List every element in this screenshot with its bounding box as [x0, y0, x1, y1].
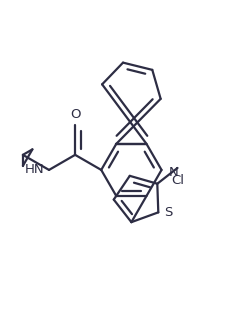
Text: S: S [164, 206, 173, 219]
Text: O: O [70, 108, 80, 121]
Text: N: N [168, 166, 178, 179]
Text: HN: HN [25, 163, 44, 176]
Text: Cl: Cl [171, 174, 184, 187]
